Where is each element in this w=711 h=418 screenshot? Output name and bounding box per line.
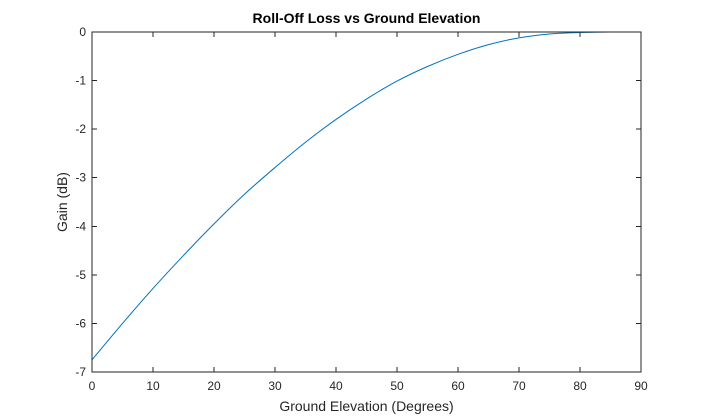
y-tick-label: -7 [75, 365, 86, 379]
y-tick-label: -4 [75, 219, 86, 233]
x-tick-label: 50 [390, 379, 404, 393]
ticks-layer: 0 10 20 30 40 50 60 70 80 90 0 -1 -2 -3 -4 -5 -6 -7 [75, 25, 648, 393]
y-tick-label: -1 [75, 74, 86, 88]
x-tick-label: 30 [268, 379, 282, 393]
x-axis-label: Ground Elevation (Degrees) [279, 398, 453, 414]
plot-box [91, 31, 642, 373]
x-tick-label: 60 [451, 379, 465, 393]
y-tick-label: -5 [75, 268, 86, 282]
x-tick-label: 0 [89, 379, 96, 393]
y-tick-label: -2 [75, 122, 86, 136]
series-layer [91, 31, 642, 361]
x-tick-label: 90 [634, 379, 648, 393]
y-tick-label: -3 [75, 171, 86, 185]
x-tick-label: 70 [512, 379, 526, 393]
x-tick-label: 20 [207, 379, 221, 393]
y-tick-label: -6 [75, 316, 86, 330]
y-axis-label: Gain (dB) [54, 172, 70, 232]
y-tick-label: 0 [79, 25, 86, 39]
x-tick-label: 80 [573, 379, 587, 393]
chart-title: Roll-Off Loss vs Ground Elevation [253, 10, 481, 26]
plot-area [92, 32, 641, 372]
x-tick-label: 10 [146, 379, 160, 393]
series-line [91, 31, 642, 361]
x-tick-label: 40 [329, 379, 343, 393]
